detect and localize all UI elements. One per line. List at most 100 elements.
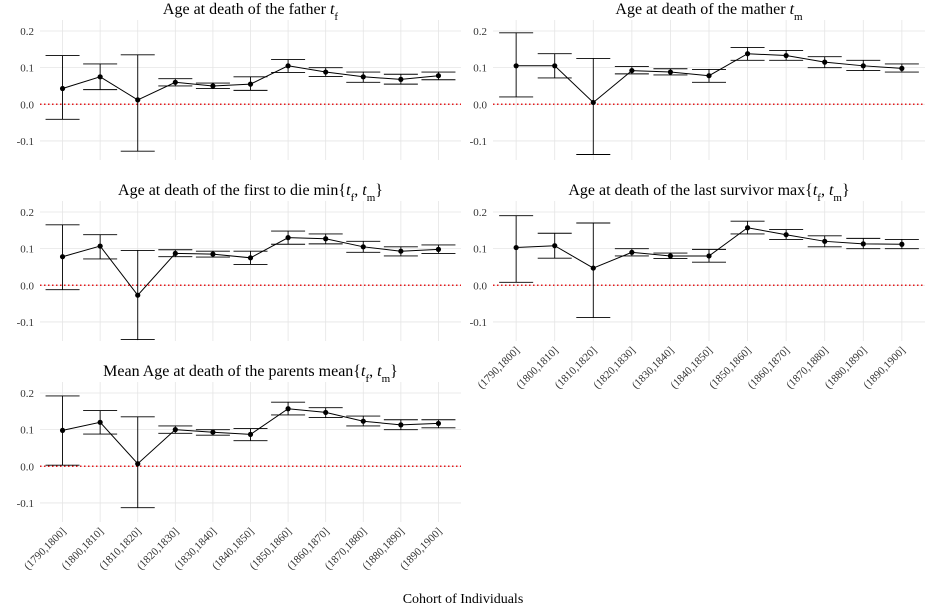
point: [360, 74, 366, 80]
title-part: m: [794, 11, 803, 23]
y-tick-label: 0.1: [20, 244, 34, 256]
point: [629, 249, 635, 255]
point: [860, 63, 866, 69]
y-tick-label: 0.0: [20, 461, 34, 473]
point: [783, 232, 789, 238]
y-tick-label: 0.1: [20, 63, 34, 75]
point: [172, 427, 178, 433]
title-part: m: [367, 192, 376, 204]
y-tick-label: 0.1: [473, 63, 487, 75]
y-tick-label: -0.1: [17, 136, 34, 148]
point: [398, 76, 404, 82]
point: [59, 85, 66, 92]
title-part: f: [351, 192, 355, 204]
title-part: Age at death of the first to die min{: [118, 182, 346, 199]
y-tick-label: 0.1: [473, 244, 487, 256]
y-tick-label: -0.1: [470, 136, 487, 148]
point: [744, 225, 751, 231]
point: [590, 99, 596, 106]
point: [247, 431, 254, 438]
point: [590, 265, 596, 271]
title-part: t: [790, 1, 795, 18]
point: [172, 250, 178, 257]
y-tick-label: 0.0: [20, 99, 34, 111]
point: [59, 254, 66, 260]
point: [899, 65, 905, 71]
title-part: t: [829, 182, 834, 199]
title-part: m: [833, 192, 842, 204]
point: [899, 241, 905, 247]
point: [398, 248, 404, 254]
title-part: f: [334, 11, 338, 23]
point: [552, 243, 558, 249]
point: [860, 241, 866, 247]
point: [323, 69, 329, 75]
y-tick-label: 0.2: [473, 207, 487, 219]
title-part: Mean Age at death of the parents mean{: [103, 363, 361, 380]
point: [323, 409, 329, 416]
point: [706, 73, 712, 79]
point: [435, 246, 442, 252]
y-tick-label: 0.1: [20, 425, 34, 437]
title-part: t: [362, 182, 367, 199]
point: [59, 427, 66, 433]
panel-title: Age at death of the mather tm: [615, 1, 803, 23]
point: [135, 292, 141, 298]
x-axis-label: Cohort of Individuals: [403, 592, 524, 607]
point: [97, 243, 103, 249]
title-part: }: [842, 182, 850, 199]
y-tick-label: 0.0: [473, 99, 487, 111]
point: [822, 59, 828, 65]
y-tick-label: 0.2: [20, 207, 34, 219]
point: [744, 51, 751, 57]
x-tick-label: (1890,1900]: [861, 345, 908, 392]
title-part: t: [330, 1, 335, 18]
title-part: t: [813, 182, 818, 199]
point: [135, 97, 141, 103]
title-part: }: [390, 363, 398, 380]
point: [706, 253, 712, 259]
point: [323, 236, 329, 242]
y-tick-label: 0.0: [20, 280, 34, 292]
point: [172, 79, 178, 85]
y-tick-label: -0.1: [17, 498, 34, 510]
point: [285, 63, 291, 69]
title-part: Age at death of the mather: [615, 1, 789, 18]
point: [513, 244, 519, 251]
point: [360, 244, 366, 250]
point: [435, 420, 442, 427]
title-part: }: [375, 182, 383, 199]
point: [435, 73, 442, 79]
point: [210, 83, 216, 89]
title-part: Age at death of the last survivor max{: [568, 182, 813, 199]
y-tick-label: 0.0: [473, 280, 487, 292]
title-part: t: [346, 182, 351, 199]
point: [97, 419, 103, 425]
panel-title: Mean Age at death of the parents mean{tf…: [103, 363, 398, 385]
point: [513, 63, 519, 69]
point: [398, 422, 404, 428]
point: [360, 418, 366, 424]
panel-title: Age at death of the last survivor max{tf…: [568, 182, 849, 204]
point: [783, 52, 789, 59]
title-part: ,: [369, 363, 377, 380]
point: [285, 406, 291, 412]
error-bar: [576, 58, 611, 155]
y-tick-label: -0.1: [470, 317, 487, 329]
point: [135, 461, 141, 467]
point: [667, 69, 674, 75]
point: [552, 63, 558, 69]
title-part: t: [361, 363, 366, 380]
point: [667, 253, 674, 259]
error-bar: [120, 54, 155, 152]
y-tick-label: 0.2: [20, 388, 34, 400]
point: [822, 238, 828, 244]
point: [285, 235, 291, 241]
point: [210, 429, 216, 435]
title-part: ,: [821, 182, 829, 199]
title-part: m: [382, 373, 391, 385]
title-part: ,: [354, 182, 362, 199]
point: [210, 251, 216, 257]
point: [247, 255, 254, 261]
